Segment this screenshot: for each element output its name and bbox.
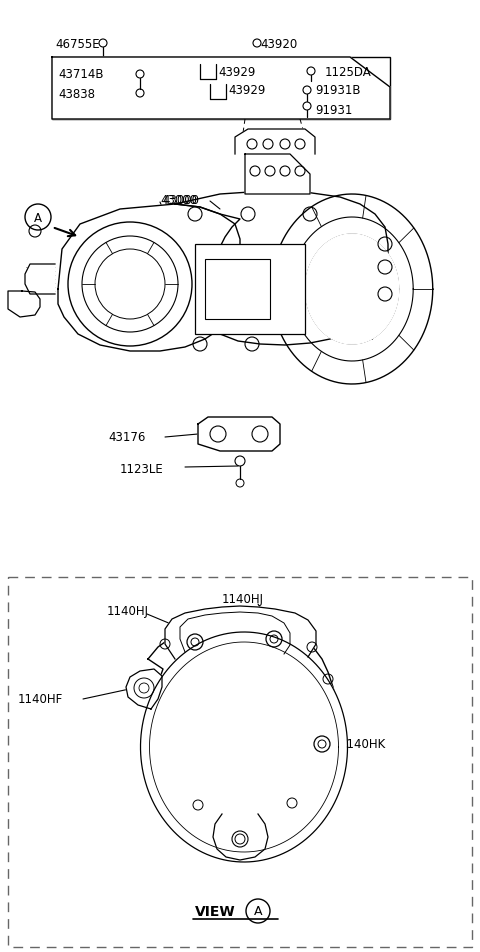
Polygon shape [213, 814, 268, 860]
Bar [195, 245, 305, 335]
Text: 43920: 43920 [260, 37, 297, 50]
Text: 46755E: 46755E [55, 37, 100, 50]
Polygon shape [148, 623, 338, 814]
Text: 43714B: 43714B [58, 69, 104, 82]
Polygon shape [126, 669, 162, 709]
Polygon shape [141, 632, 348, 863]
Bar [52, 58, 390, 120]
Text: 1140HF: 1140HF [18, 693, 63, 705]
Polygon shape [25, 265, 55, 295]
Polygon shape [235, 129, 315, 155]
Polygon shape [8, 291, 40, 318]
Text: 91931B: 91931B [315, 85, 360, 97]
Text: 43000: 43000 [162, 193, 199, 207]
Bar [8, 578, 472, 947]
Polygon shape [58, 205, 240, 351]
Text: VIEW: VIEW [195, 904, 236, 918]
Text: 91931: 91931 [315, 104, 352, 116]
Text: 1140HJ: 1140HJ [107, 605, 149, 618]
Text: 43176: 43176 [108, 431, 145, 444]
Polygon shape [165, 606, 316, 660]
Polygon shape [52, 58, 390, 120]
Text: 1140HK: 1140HK [340, 738, 386, 751]
Text: A: A [254, 904, 262, 918]
Bar [205, 260, 270, 320]
Polygon shape [245, 155, 310, 195]
Polygon shape [198, 418, 280, 451]
Text: 43000: 43000 [160, 193, 197, 207]
Text: 43929: 43929 [228, 85, 265, 97]
Text: 1140HJ: 1140HJ [222, 593, 264, 605]
Text: 1123LE: 1123LE [120, 463, 164, 476]
Text: 43929: 43929 [218, 66, 255, 78]
Text: 43838: 43838 [58, 88, 95, 100]
Polygon shape [175, 191, 388, 346]
Text: 1125DA: 1125DA [325, 66, 372, 78]
Text: A: A [34, 211, 42, 225]
Polygon shape [305, 235, 399, 345]
